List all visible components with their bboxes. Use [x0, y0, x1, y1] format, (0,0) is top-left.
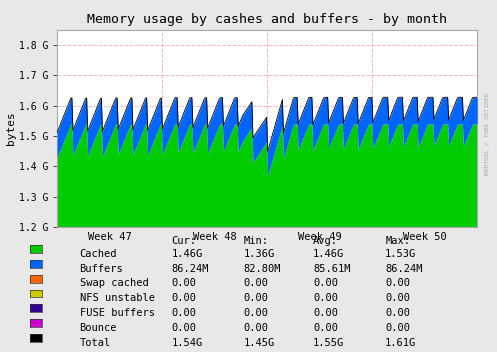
Text: 85.61M: 85.61M [313, 264, 350, 274]
Text: 0.00: 0.00 [313, 293, 338, 303]
Text: 0.00: 0.00 [385, 278, 410, 288]
Text: 1.53G: 1.53G [385, 249, 416, 259]
Text: 86.24M: 86.24M [171, 264, 209, 274]
Text: 0.00: 0.00 [385, 293, 410, 303]
Text: 1.55G: 1.55G [313, 338, 344, 347]
Text: Buffers: Buffers [80, 264, 123, 274]
Text: 0.00: 0.00 [313, 308, 338, 318]
Text: 82.80M: 82.80M [244, 264, 281, 274]
Text: 0.00: 0.00 [244, 278, 268, 288]
Text: 0.00: 0.00 [171, 323, 196, 333]
Text: 1.46G: 1.46G [313, 249, 344, 259]
Text: 0.00: 0.00 [244, 293, 268, 303]
Text: 0.00: 0.00 [244, 308, 268, 318]
Text: 1.46G: 1.46G [171, 249, 203, 259]
Text: Max:: Max: [385, 236, 410, 246]
Text: Total: Total [80, 338, 111, 347]
Text: FUSE buffers: FUSE buffers [80, 308, 155, 318]
Text: Avg:: Avg: [313, 236, 338, 246]
Text: 0.00: 0.00 [385, 308, 410, 318]
Text: 86.24M: 86.24M [385, 264, 422, 274]
Text: 0.00: 0.00 [313, 278, 338, 288]
Text: 0.00: 0.00 [171, 278, 196, 288]
Text: 0.00: 0.00 [171, 293, 196, 303]
Text: 1.61G: 1.61G [385, 338, 416, 347]
Text: RRDTOOL / TOBI OETIKER: RRDTOOL / TOBI OETIKER [485, 93, 490, 175]
Text: Cached: Cached [80, 249, 117, 259]
Text: Cur:: Cur: [171, 236, 196, 246]
Text: 0.00: 0.00 [171, 308, 196, 318]
Text: Swap cached: Swap cached [80, 278, 148, 288]
Y-axis label: bytes: bytes [6, 112, 16, 145]
Text: 1.45G: 1.45G [244, 338, 275, 347]
Text: NFS unstable: NFS unstable [80, 293, 155, 303]
Text: Min:: Min: [244, 236, 268, 246]
Text: 1.36G: 1.36G [244, 249, 275, 259]
Text: 0.00: 0.00 [313, 323, 338, 333]
Text: 1.54G: 1.54G [171, 338, 203, 347]
Text: 0.00: 0.00 [385, 323, 410, 333]
Text: Bounce: Bounce [80, 323, 117, 333]
Text: 0.00: 0.00 [244, 323, 268, 333]
Title: Memory usage by cashes and buffers - by month: Memory usage by cashes and buffers - by … [87, 13, 447, 26]
